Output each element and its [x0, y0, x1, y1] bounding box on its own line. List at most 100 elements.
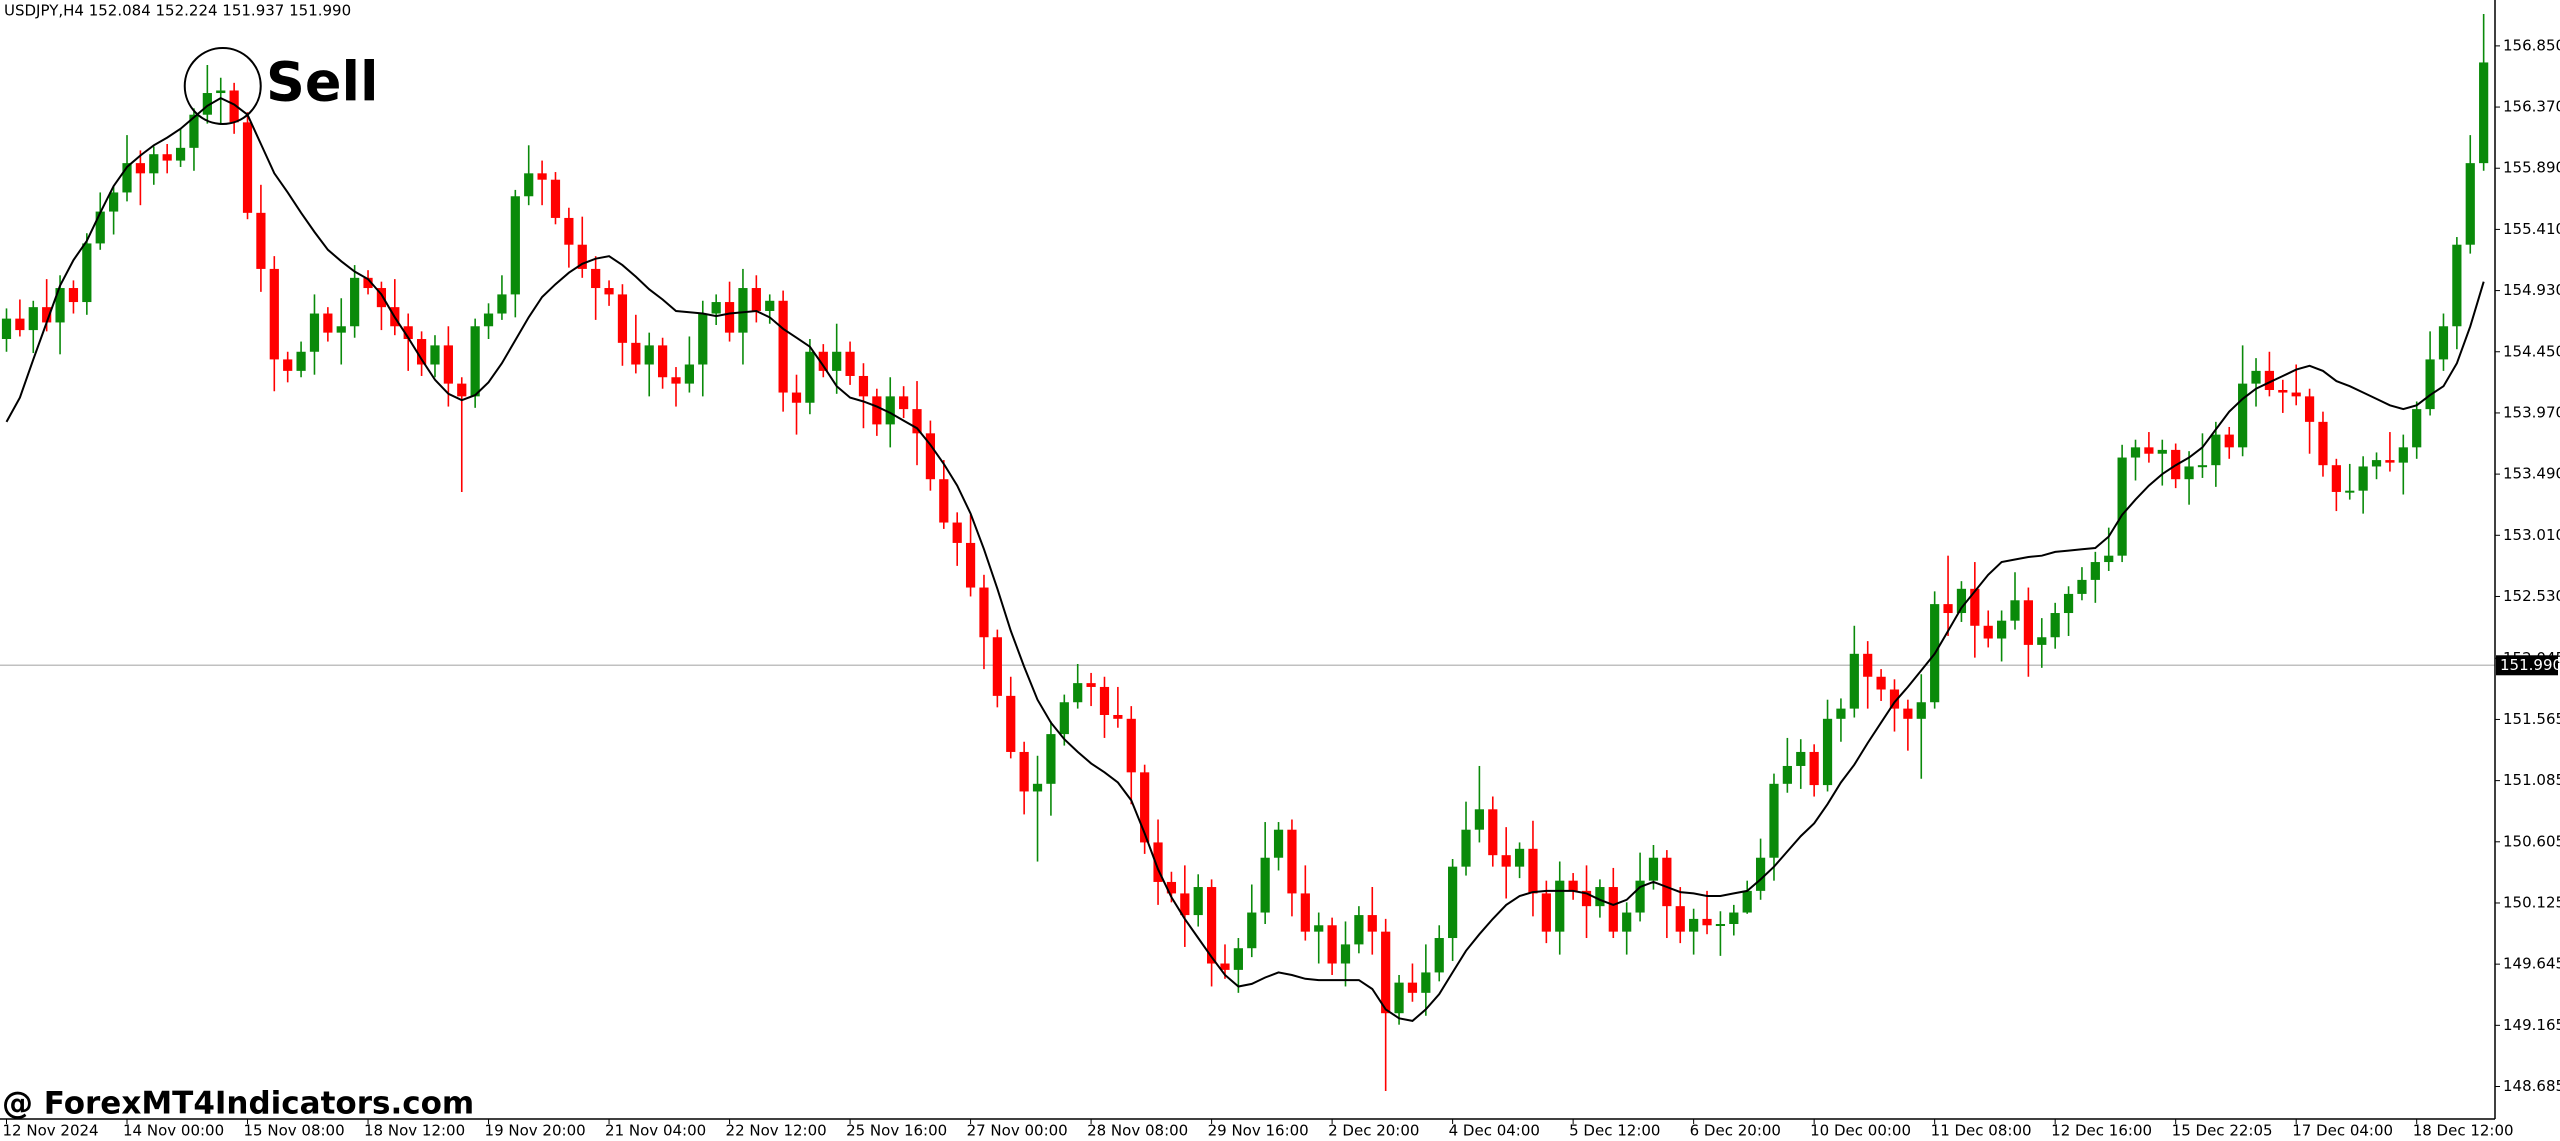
candle-body: [1635, 880, 1645, 913]
plot-area: [0, 14, 2495, 1091]
candle-body: [2050, 613, 2060, 638]
x-tick-label: 19 Nov 20:00: [485, 1122, 586, 1140]
x-tick-label: 12 Dec 16:00: [2051, 1122, 2152, 1140]
candle-body: [925, 433, 936, 480]
sell-circle: [183, 47, 262, 125]
candle-body: [845, 351, 855, 376]
candle-body: [2479, 62, 2489, 164]
candle-body: [15, 318, 25, 331]
candle-body: [1247, 912, 1257, 949]
candle-body: [1006, 695, 1016, 752]
candle-body: [2291, 392, 2301, 397]
candle-body: [1769, 783, 1779, 858]
candle-body: [2398, 447, 2408, 463]
sell-annotation: Sell: [266, 51, 379, 114]
candle-body: [229, 90, 239, 123]
candle-body: [1622, 912, 1632, 932]
candle-body: [1046, 734, 1056, 784]
candle-body: [510, 196, 520, 295]
candle-body: [1099, 686, 1110, 715]
candle-body: [2452, 244, 2462, 327]
candle-body: [497, 294, 507, 314]
candle-body: [2117, 457, 2127, 556]
candle-body: [1729, 912, 1739, 925]
candle-body: [1528, 848, 1538, 894]
candle-body: [2023, 600, 2033, 645]
candle-body: [1233, 948, 1243, 970]
candle-body: [283, 359, 293, 371]
candle-body: [443, 345, 453, 384]
candle-body: [1448, 866, 1458, 939]
candle-body: [2358, 466, 2368, 491]
candle-body: [189, 114, 199, 148]
y-tick-label: 153.010: [2503, 526, 2560, 544]
candle-body: [1407, 982, 1418, 993]
x-tick-label: 11 Dec 08:00: [1931, 1122, 2032, 1140]
candle-body: [1086, 683, 1096, 687]
candle-body: [724, 302, 735, 333]
candle-body: [698, 313, 708, 365]
candle-body: [1822, 718, 1833, 786]
candle-body: [617, 294, 628, 343]
candle-body: [82, 243, 92, 303]
candle-body: [818, 351, 828, 371]
candle-body: [363, 277, 373, 289]
y-tick-label: 153.490: [2503, 465, 2560, 483]
candle-body: [122, 163, 132, 193]
candle-body: [1755, 857, 1766, 891]
candle-body: [1032, 783, 1043, 792]
candle-body: [1809, 751, 1819, 786]
candle-body: [2438, 326, 2449, 360]
candle-body: [1997, 620, 2007, 639]
x-tick-label: 17 Dec 04:00: [2292, 1122, 2393, 1140]
candle-body: [631, 342, 641, 365]
candle-body: [671, 377, 681, 384]
candle-body: [1394, 982, 1404, 1014]
x-tick-label: 15 Nov 08:00: [244, 1122, 345, 1140]
candle-body: [2264, 370, 2275, 390]
candle-body: [1501, 855, 1511, 867]
candle-body: [644, 345, 654, 365]
candle-body: [1434, 938, 1444, 973]
y-tick-label: 152.530: [2503, 587, 2560, 605]
x-tick-label: 12 Nov 2024: [3, 1122, 99, 1140]
candle-body: [1474, 809, 1484, 830]
x-tick-label: 21 Nov 04:00: [605, 1122, 706, 1140]
candle-body: [1421, 972, 1431, 993]
candle-body: [992, 637, 1002, 696]
candle-body: [1381, 931, 1391, 1014]
candle-body: [242, 122, 253, 213]
x-tick-label: 2 Dec 20:00: [1328, 1122, 1419, 1140]
y-tick-label: 156.370: [2503, 98, 2560, 116]
y-tick-label: 149.165: [2503, 1016, 2560, 1034]
candle-body: [1648, 857, 1659, 881]
y-tick-label: 155.890: [2503, 159, 2560, 177]
candle-body: [979, 587, 989, 638]
candle-body: [1073, 683, 1083, 703]
x-tick-label: 27 Nov 00:00: [967, 1122, 1068, 1140]
candle-body: [2077, 579, 2087, 594]
moving-average: [5, 96, 2485, 1022]
candle-body: [965, 542, 976, 588]
chart-header: USDJPY,H4 152.084 152.224 151.937 151.99…: [4, 2, 351, 20]
candle-body: [858, 375, 869, 397]
x-tick-label: 4 Dec 04:00: [1449, 1122, 1540, 1140]
y-tick-label: 154.930: [2503, 281, 2560, 299]
candle-body: [1019, 751, 1029, 792]
candle-body: [1903, 708, 1913, 719]
candle-body: [2251, 370, 2261, 384]
candle-body: [416, 339, 427, 365]
candle-body: [2385, 460, 2395, 463]
candle-body: [1461, 829, 1471, 867]
candle-body: [1314, 925, 1324, 932]
candle-body: [1340, 944, 1351, 964]
candle-body: [711, 302, 721, 314]
candle-body: [939, 479, 949, 523]
candle-body: [1983, 625, 1993, 639]
candle-body: [537, 173, 547, 180]
candle-body: [1715, 924, 1726, 927]
candle-body: [1488, 809, 1498, 856]
candle-body: [2331, 465, 2341, 492]
